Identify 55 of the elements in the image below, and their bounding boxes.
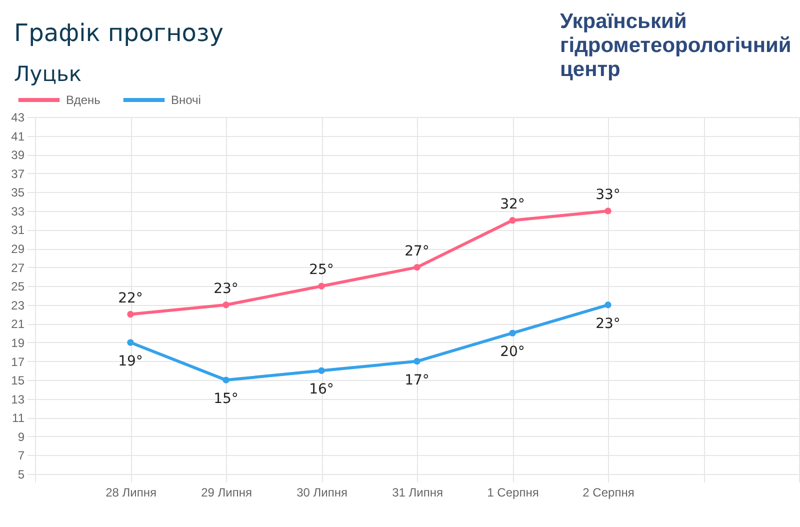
y-tick-label: 5 bbox=[18, 468, 25, 482]
y-tick-label: 19 bbox=[11, 336, 25, 350]
y-tick-label: 27 bbox=[11, 260, 25, 275]
data-label: 25° bbox=[309, 262, 334, 278]
y-tick-label: 11 bbox=[12, 411, 25, 426]
y-tick-label: 35 bbox=[11, 186, 25, 200]
point bbox=[318, 282, 325, 290]
x-tick-label: 30 Липня bbox=[296, 486, 348, 500]
chart-title: Графік прогнозу bbox=[14, 19, 224, 47]
y-tick-label: 25 bbox=[11, 280, 25, 294]
y-tick-label: 31 bbox=[11, 223, 25, 238]
data-label: 20° bbox=[500, 344, 525, 360]
point bbox=[509, 216, 516, 224]
data-label: 22° bbox=[118, 290, 143, 306]
data-label: 15° bbox=[214, 391, 238, 408]
legend-label: Вдень bbox=[66, 93, 100, 107]
y-tick-label: 37 bbox=[11, 166, 25, 181]
data-label: 33° bbox=[596, 186, 620, 203]
point bbox=[222, 302, 230, 308]
y-tick-label: 43 bbox=[11, 110, 25, 124]
x-tick-label: 1 Серпня bbox=[487, 486, 539, 500]
data-label: 27° bbox=[404, 243, 430, 260]
y-tick-label: 21 bbox=[11, 317, 25, 332]
data-label: 32° bbox=[500, 196, 525, 212]
y-tick-label: 41 bbox=[11, 129, 25, 144]
point bbox=[414, 358, 420, 365]
point bbox=[318, 367, 325, 374]
y-tick-label: 9 bbox=[18, 430, 25, 444]
text: Український гідрометеорологічний центр bbox=[560, 10, 792, 81]
y-tick-label: 33 bbox=[11, 204, 25, 218]
y-tick-label: 13 bbox=[11, 392, 25, 406]
point bbox=[127, 339, 134, 346]
data-label: 19° bbox=[118, 353, 143, 370]
y-tick-label: 15 bbox=[11, 374, 25, 388]
chart-subtitle: Луцьк bbox=[14, 62, 82, 86]
point bbox=[604, 302, 612, 308]
y-tick-label: 39 bbox=[11, 148, 25, 162]
x-tick-label: 31 Липня bbox=[392, 486, 443, 500]
y-tick-label: 23 bbox=[11, 298, 25, 312]
y-tick-label: 17 bbox=[11, 354, 25, 369]
point bbox=[414, 264, 420, 271]
data-label: 23° bbox=[596, 316, 620, 332]
point bbox=[509, 330, 516, 336]
point bbox=[604, 208, 612, 214]
x-tick-label: 2 Серпня bbox=[582, 486, 634, 500]
legend-label: Вночі bbox=[171, 93, 201, 107]
x-tick-label: 29 Липня bbox=[201, 486, 252, 500]
data-label: 23° bbox=[214, 280, 238, 297]
x-tick-label: 28 Липня bbox=[106, 486, 156, 500]
y-tick-label: 29 bbox=[11, 242, 25, 256]
point bbox=[127, 310, 134, 318]
y-tick-label: 7 bbox=[18, 448, 25, 463]
data-label: 16° bbox=[309, 382, 334, 398]
data-label: 17° bbox=[404, 372, 430, 388]
point bbox=[222, 376, 230, 384]
